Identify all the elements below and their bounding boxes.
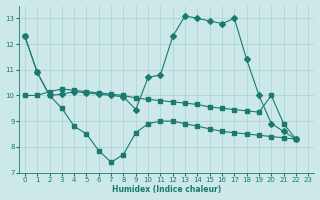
X-axis label: Humidex (Indice chaleur): Humidex (Indice chaleur) <box>112 185 221 194</box>
